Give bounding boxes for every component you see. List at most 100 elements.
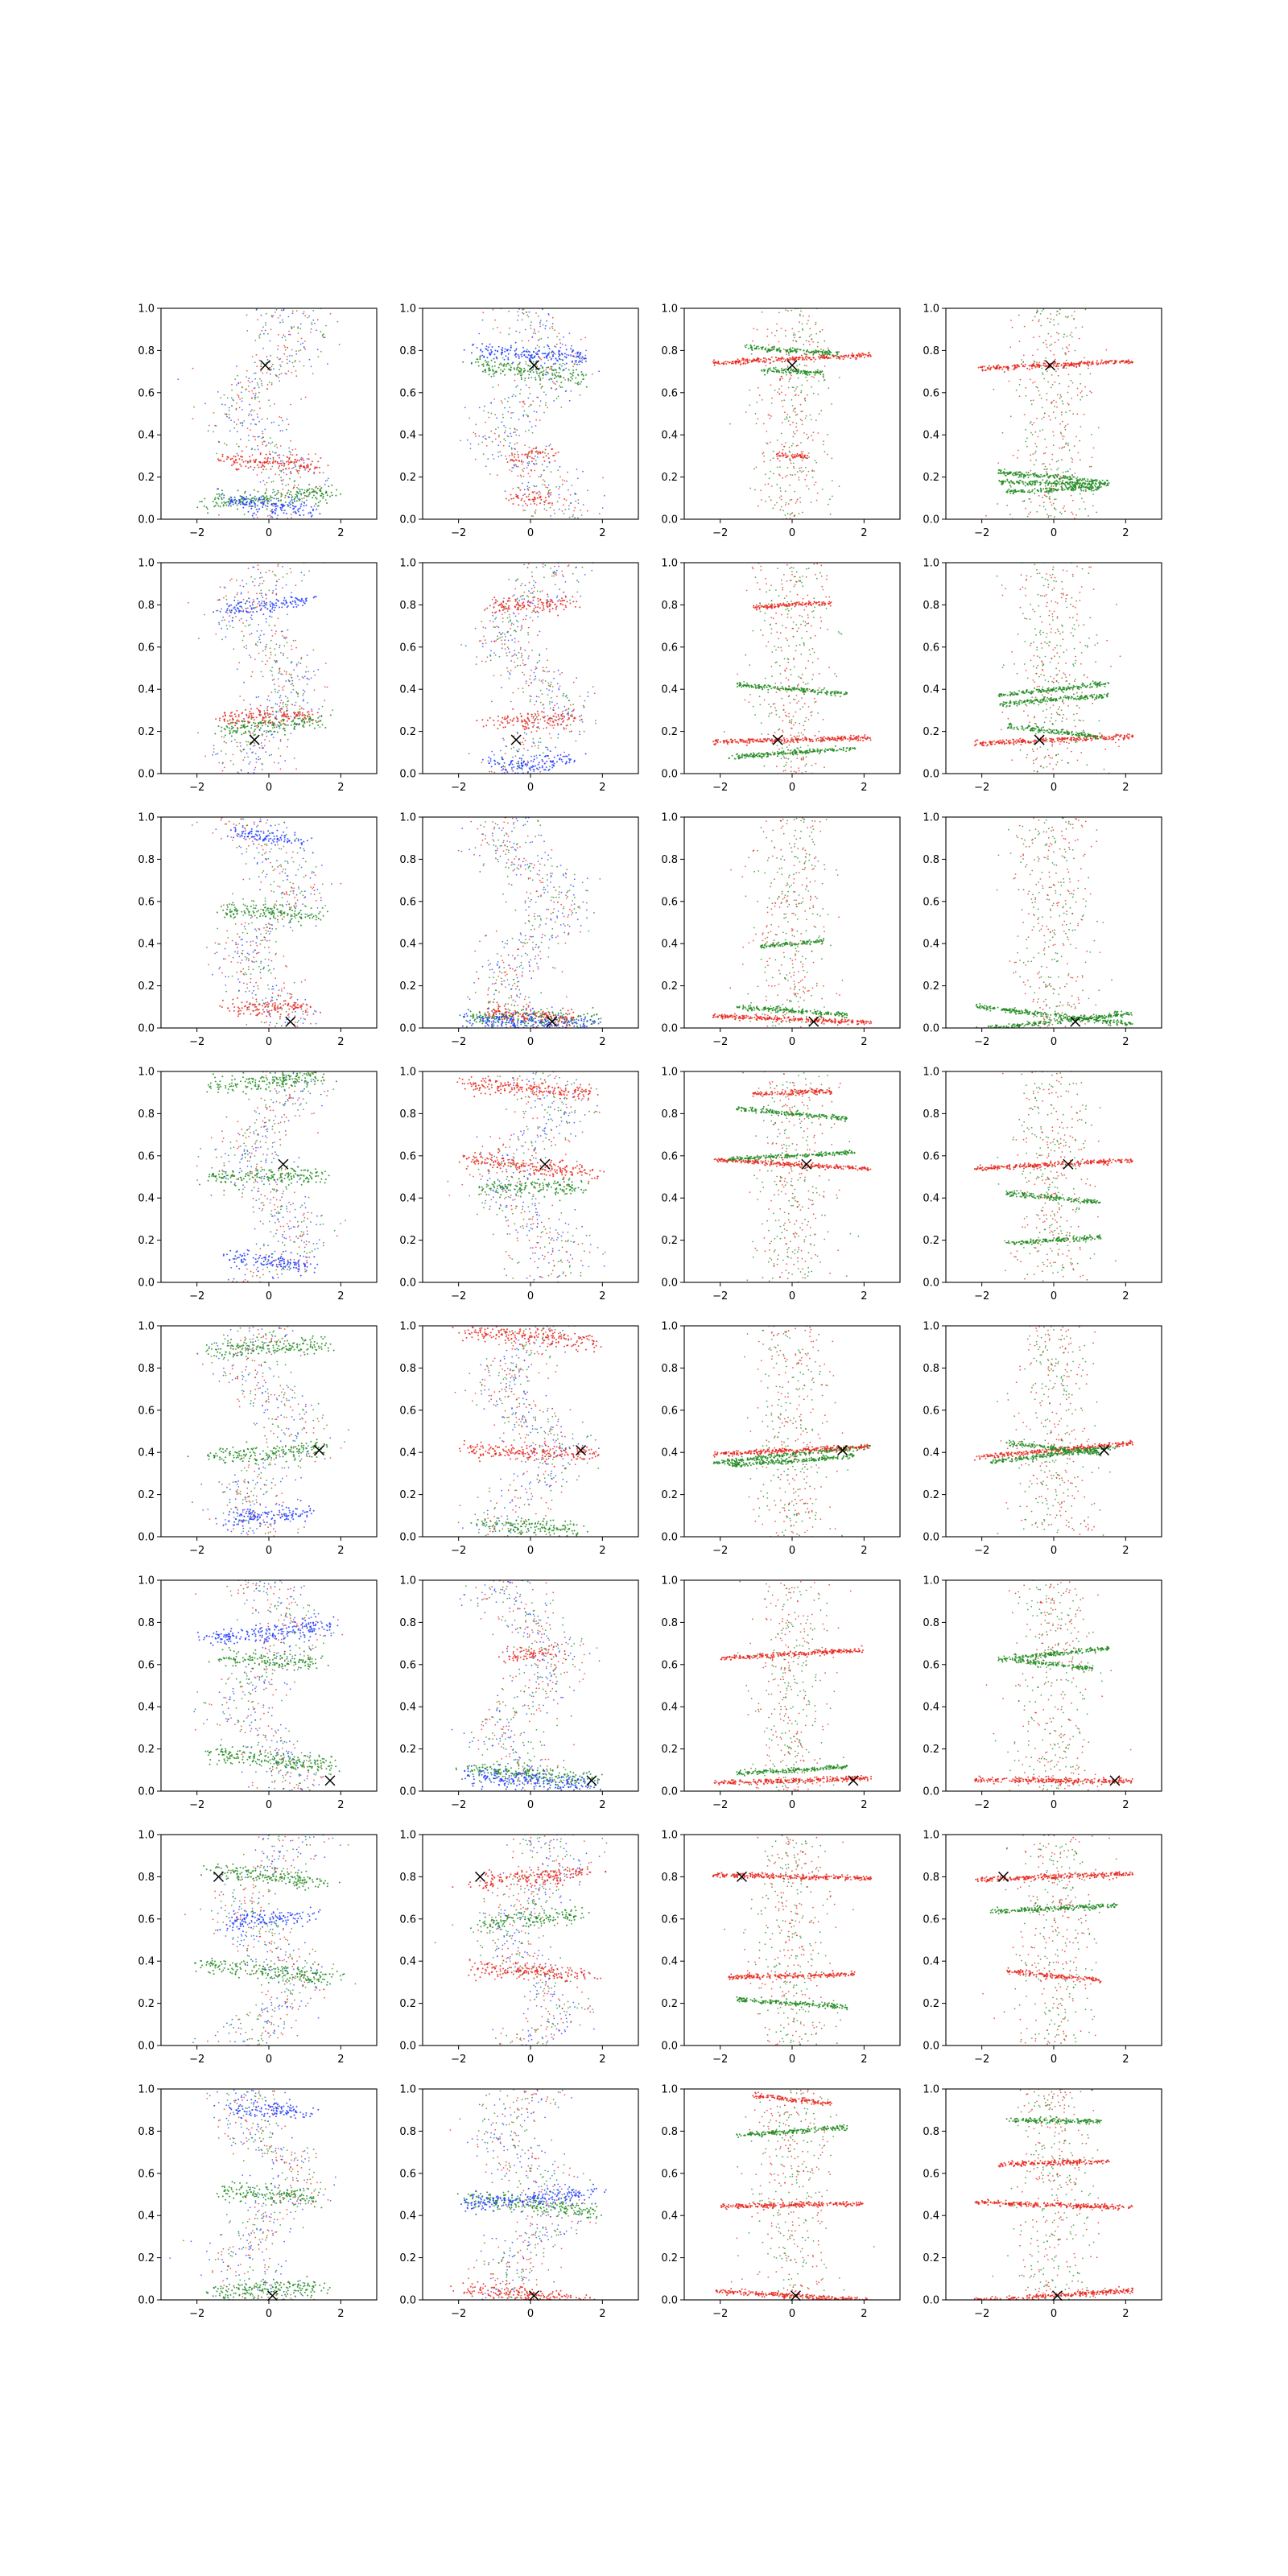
scatter-point	[225, 636, 227, 638]
scatter-point	[265, 594, 267, 597]
scatter-point	[803, 372, 806, 374]
scatter-point	[515, 369, 518, 371]
scatter-point	[280, 700, 283, 701]
scatter-point	[288, 458, 291, 460]
scatter-point	[568, 489, 569, 491]
scatter-point	[1046, 398, 1048, 401]
scatter-point	[306, 683, 308, 686]
scatter-point	[1043, 491, 1046, 493]
scatter-point	[746, 361, 749, 364]
scatter-point	[275, 473, 277, 476]
scatter-point	[312, 489, 315, 491]
scatter-point	[279, 696, 281, 699]
scatter-point	[1108, 482, 1110, 484]
scatter-point	[526, 349, 528, 350]
scatter-point	[494, 319, 496, 321]
scatter-point	[229, 732, 231, 733]
scatter-point	[537, 451, 539, 453]
scatter-point	[802, 328, 803, 330]
scatter-point	[266, 508, 268, 510]
scatter-point	[279, 644, 281, 646]
scatter-point	[818, 350, 820, 353]
scatter-point	[502, 402, 503, 404]
scatter-point	[751, 349, 753, 351]
scatter-point	[561, 365, 563, 367]
scatter-point	[317, 669, 320, 671]
scatter-point	[266, 515, 269, 517]
scatter-point	[275, 592, 278, 595]
scatter-point	[539, 476, 542, 478]
scatter-point	[568, 505, 570, 506]
scatter-point	[792, 421, 794, 423]
scatter-point	[281, 469, 283, 472]
scatter-point	[1075, 436, 1077, 438]
scatter-point	[1029, 422, 1031, 424]
scatter-point	[584, 357, 587, 360]
scatter-point	[317, 502, 320, 504]
scatter-point	[1128, 360, 1130, 362]
scatter-point	[240, 423, 242, 424]
scatter-point	[506, 461, 509, 463]
scatter-point	[295, 490, 298, 493]
scatter-point	[1052, 474, 1055, 477]
scatter-point	[274, 512, 276, 514]
scatter-point	[1049, 475, 1051, 477]
scatter-point	[1078, 486, 1080, 489]
scatter-point	[1087, 363, 1089, 365]
scatter-point	[283, 334, 285, 336]
scatter-point	[329, 495, 332, 497]
scatter-point	[786, 416, 788, 419]
scatter-point	[562, 359, 564, 361]
scatter-point	[267, 462, 270, 464]
scatter-point	[232, 626, 234, 629]
scatter-point	[204, 755, 207, 758]
scatter-point	[1059, 478, 1061, 481]
scatter-point	[268, 589, 270, 592]
scatter-point	[245, 498, 247, 500]
scatter-point	[255, 423, 258, 426]
scatter-point	[778, 473, 780, 476]
scatter-point	[530, 515, 533, 517]
scatter-point	[1027, 472, 1030, 474]
scatter-point	[259, 634, 262, 637]
scatter-point	[274, 688, 276, 691]
scatter-point	[1091, 485, 1093, 488]
scatter-point	[270, 503, 273, 506]
scatter-point	[514, 379, 516, 382]
scatter-point	[302, 312, 304, 315]
scatter-point	[243, 733, 245, 734]
scatter-point	[584, 360, 587, 362]
scatter-point	[521, 497, 523, 500]
scatter-point	[794, 348, 796, 350]
scatter-point	[785, 456, 787, 459]
scatter-point	[862, 354, 865, 356]
scatter-point	[218, 514, 220, 516]
scatter-point	[299, 493, 302, 494]
scatter-point	[1031, 320, 1034, 321]
scatter-point	[494, 349, 497, 352]
scatter-point	[315, 453, 316, 455]
scatter-point	[1083, 486, 1085, 489]
scatter-point	[542, 377, 544, 379]
scatter-point	[785, 349, 787, 352]
scatter-point	[305, 504, 308, 506]
scatter-point	[281, 506, 283, 509]
y-tick-label: 0.2	[399, 472, 416, 484]
scatter-point	[311, 460, 313, 463]
scatter-point	[257, 490, 259, 493]
scatter-point	[547, 359, 549, 361]
scatter-point	[796, 429, 798, 431]
scatter-point	[534, 330, 535, 332]
scatter-point	[297, 488, 299, 490]
scatter-point	[484, 405, 485, 407]
scatter-point	[819, 350, 822, 353]
scatter-point	[265, 445, 266, 448]
scatter-point	[802, 372, 804, 374]
scatter-point	[280, 462, 283, 464]
scatter-point	[772, 507, 774, 510]
scatter-point	[1030, 469, 1032, 472]
scatter-point	[218, 720, 221, 721]
scatter-point	[1018, 384, 1021, 386]
scatter-point	[542, 479, 544, 481]
scatter-point	[803, 344, 805, 345]
